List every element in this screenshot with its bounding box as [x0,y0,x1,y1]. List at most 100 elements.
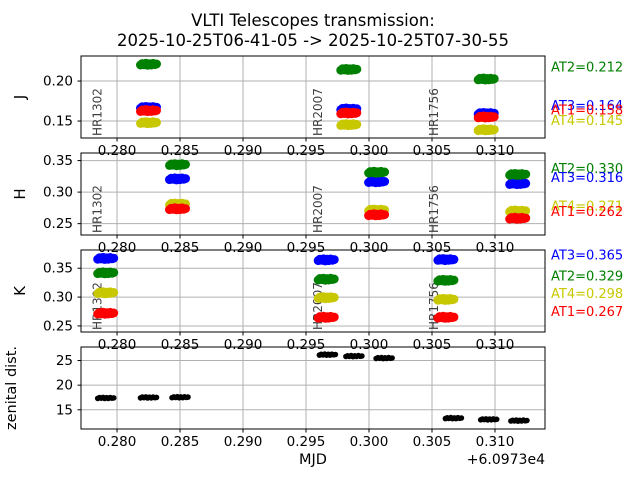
x-tick-label: 0.280 [98,337,137,353]
x-tick-label: 0.300 [350,434,389,450]
data-point-AT1 [109,308,119,318]
x-tick-label: 0.295 [287,240,326,256]
data-point-zenith [389,355,395,361]
x-tick-label: 0.290 [224,337,263,353]
star-label: HR1756 [427,185,441,233]
star-label: HR1756 [427,88,441,136]
x-tick-label: 0.300 [350,143,389,159]
y-tick-label: 0.25 [43,216,73,232]
x-tick-label: 0.295 [287,143,326,159]
axes-spine [80,55,546,139]
y-axis-label: J [11,95,29,100]
telescope-mean-label: AT3=0.164 [551,99,623,114]
data-point-AT1 [152,105,161,115]
data-point-AT2 [152,59,161,69]
data-point-zenith [110,395,117,401]
telescope-mean-label: AT4=0.298 [551,287,623,302]
telescope-mean-label: AT4=0.145 [551,114,623,129]
x-axis-label: MJD [299,452,327,468]
star-label: HR1302 [90,185,104,233]
chart-subtitle: 2025-10-25T06-41-05 -> 2025-10-25T07-30-… [117,31,509,50]
x-tick-label: 0.310 [476,337,515,353]
x-tick-label: 0.310 [476,240,515,256]
axes-spine [80,346,546,430]
telescope-mean-label: AT3=0.316 [551,171,623,186]
y-tick-label: 0.15 [43,114,73,130]
x-tick-label: 0.280 [98,240,137,256]
x-tick-label: 0.290 [224,143,263,159]
data-point-zenith [359,353,365,359]
data-point-zenith [153,394,160,401]
x-tick-label: 0.305 [413,337,452,353]
data-point-zenith [332,351,339,358]
y-tick-label: 20 [56,378,73,394]
x-tick-label: 0.305 [413,240,452,256]
data-point-AT4 [449,294,459,304]
x-tick-label: 0.310 [476,434,515,450]
data-point-AT4 [109,288,119,297]
data-point-AT2 [489,74,499,84]
x-tick-label: 0.285 [161,143,200,159]
x-tick-label: 0.280 [98,143,137,159]
data-point-AT2 [109,268,119,278]
telescope-mean-label: AT2=0.330 [551,162,623,177]
y-tick-label: 0.35 [43,153,73,169]
x-tick-label: 0.285 [161,337,200,353]
chart-title: VLTI Telescopes transmission: [191,11,435,30]
telescope-mean-label: AT4=0.271 [551,199,623,214]
x-axis-offset-label: +6.0973e4 [466,452,545,468]
x-tick-label: 0.285 [161,240,200,256]
y-tick-label: 0.20 [43,74,73,90]
data-point-zenith [524,417,530,424]
data-point-AT1 [449,312,459,322]
data-point-AT3 [380,177,390,186]
x-tick-label: 0.305 [413,434,452,450]
telescope-mean-label: AT1=0.262 [551,205,623,220]
data-point-AT1 [181,204,190,214]
telescope-mean-label: AT3=0.365 [551,249,623,264]
data-point-AT1 [352,108,362,118]
data-point-AT2 [449,275,459,285]
data-point-zenith [458,415,465,421]
data-point-AT1 [521,213,531,223]
x-tick-label: 0.295 [287,337,326,353]
data-point-AT4 [352,119,362,129]
star-label: HR2007 [311,282,325,330]
telescope-mean-label: AT2=0.329 [551,269,623,284]
telescope-mean-label: AT2=0.212 [551,60,623,75]
data-point-AT3 [449,254,459,264]
data-point-AT2 [521,169,531,179]
x-tick-label: 0.290 [224,240,263,256]
chart-title-block: VLTI Telescopes transmission: 2025-10-25… [81,11,545,51]
data-point-AT2 [181,159,190,169]
x-tick-label: 0.310 [476,143,515,159]
star-label: HR1302 [90,88,104,136]
data-point-AT1 [489,112,499,122]
y-tick-label: 0.30 [43,290,73,306]
data-point-AT1 [380,210,390,220]
data-point-AT4 [152,117,161,127]
y-axis-label: K [11,285,29,296]
x-tick-label: 0.280 [98,434,137,450]
y-tick-label: 25 [56,353,73,369]
data-point-AT3 [329,255,339,265]
data-point-AT2 [329,274,339,284]
x-tick-label: 0.300 [350,240,389,256]
y-tick-label: 15 [56,402,73,418]
data-point-AT3 [109,253,119,263]
data-point-zenith [493,416,500,423]
axes-spine [80,249,546,333]
data-point-AT2 [380,167,390,177]
x-tick-label: 0.305 [413,143,452,159]
star-label: HR1756 [427,282,441,330]
axes-spine [80,152,546,236]
data-point-AT3 [521,178,531,188]
x-tick-label: 0.295 [287,434,326,450]
star-label: HR2007 [311,185,325,233]
x-tick-label: 0.290 [224,434,263,450]
data-point-AT4 [489,125,499,135]
data-point-zenith [185,394,191,400]
telescope-mean-label: AT1=0.158 [551,104,623,119]
